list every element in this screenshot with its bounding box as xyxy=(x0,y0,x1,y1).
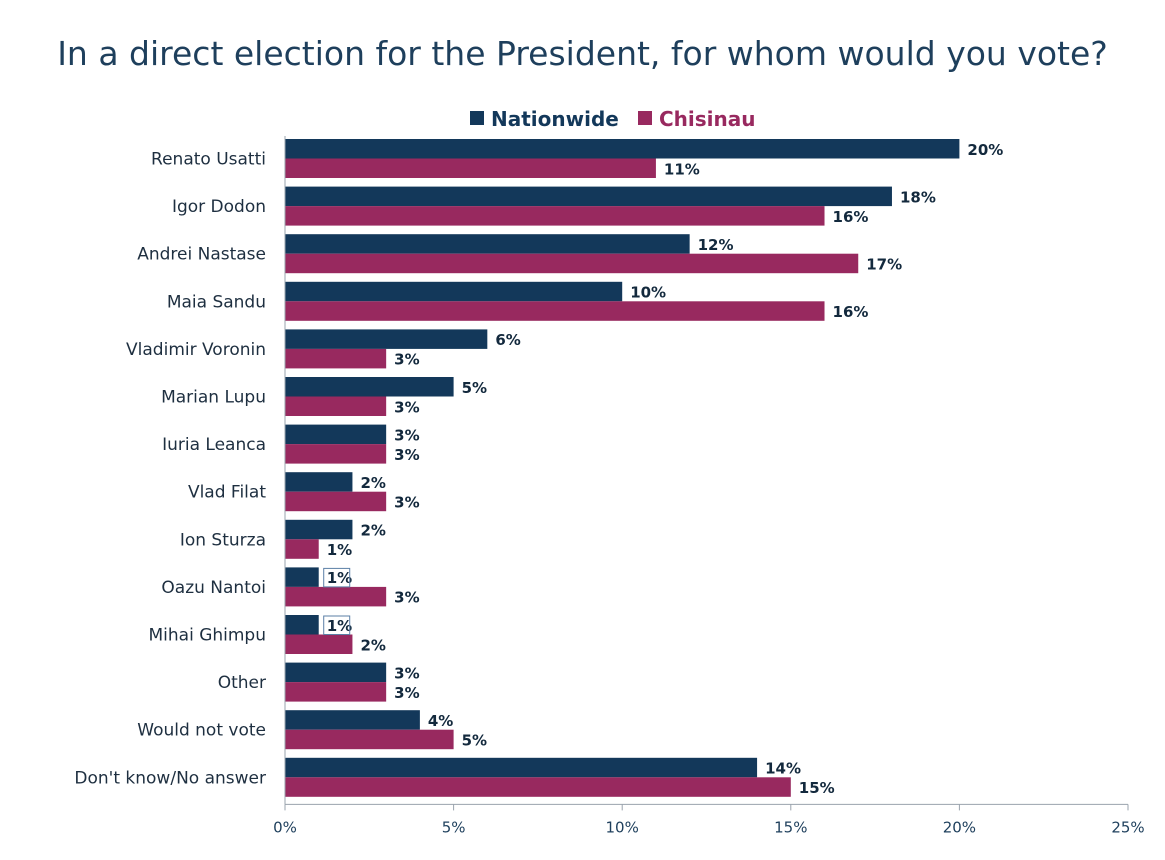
category-label: Vlad Filat xyxy=(188,483,266,503)
value-label: 3% xyxy=(394,589,419,607)
category-label: Don't know/No answer xyxy=(74,768,266,788)
value-label: 11% xyxy=(664,160,700,178)
bar-chisinau xyxy=(285,444,387,464)
axes-group: 0% 5% 10% 15% 20% 25% xyxy=(273,136,1145,836)
bar-nationwide xyxy=(285,472,353,492)
chart-title: In a direct election for the President, … xyxy=(57,34,1108,73)
value-label: 5% xyxy=(462,731,487,749)
bar-chisinau xyxy=(285,301,825,321)
value-label: 10% xyxy=(630,284,666,302)
value-label-box xyxy=(323,567,351,588)
value-label: 3% xyxy=(394,398,419,416)
category-label: Vladimir Voronin xyxy=(126,340,266,360)
bar-nationwide xyxy=(285,281,623,302)
category-label: Iuria Leanca xyxy=(162,435,266,455)
bar-chisinau xyxy=(285,348,387,369)
value-label: 2% xyxy=(360,474,385,492)
value-label: 1% xyxy=(327,617,352,635)
value-label: 16% xyxy=(833,303,869,321)
category-label: Igor Dodon xyxy=(172,197,266,217)
category-label: Mihai Ghimpu xyxy=(148,626,266,646)
value-label: 6% xyxy=(495,331,520,349)
bar-chisinau xyxy=(285,396,387,416)
bar-chisinau xyxy=(285,491,387,512)
category-label: Renato Usatti xyxy=(151,150,266,170)
x-tick-label: 20% xyxy=(943,818,976,836)
value-label: 3% xyxy=(394,664,419,682)
bar-nationwide xyxy=(285,329,488,349)
bar-nationwide xyxy=(285,186,892,207)
value-label: 3% xyxy=(394,684,419,702)
value-label: 18% xyxy=(900,188,936,206)
bar-chisinau xyxy=(285,539,319,559)
bar-nationwide xyxy=(285,377,454,397)
legend-swatch-nationwide xyxy=(470,111,484,125)
value-label: 3% xyxy=(394,351,419,369)
category-label: Other xyxy=(218,673,266,693)
value-label: 3% xyxy=(394,426,419,444)
value-label: 2% xyxy=(360,636,385,654)
value-label: 16% xyxy=(833,208,869,226)
bar-nationwide xyxy=(285,139,960,159)
value-label: 3% xyxy=(394,446,419,464)
value-label: 20% xyxy=(967,141,1003,159)
legend-label-nationwide: Nationwide xyxy=(491,107,619,131)
legend-swatch-chisinau xyxy=(638,111,652,125)
bar-nationwide xyxy=(285,662,387,683)
bar-nationwide xyxy=(285,567,319,587)
value-label: 17% xyxy=(866,255,902,273)
bar-nationwide xyxy=(285,234,690,254)
category-label: Andrei Nastase xyxy=(137,245,266,265)
value-label: 12% xyxy=(698,236,734,254)
category-label: Ion Sturza xyxy=(180,530,266,550)
value-label: 3% xyxy=(394,493,419,511)
bar-chisinau xyxy=(285,253,859,274)
bar-nationwide xyxy=(285,615,319,635)
bar-chisinau xyxy=(285,682,387,702)
legend-label-chisinau: Chisinau xyxy=(659,107,756,131)
value-label: 1% xyxy=(327,541,352,559)
value-label-box xyxy=(323,615,351,635)
x-tick-label: 0% xyxy=(273,818,297,836)
value-label: 2% xyxy=(360,522,385,540)
bar-chisinau xyxy=(285,729,454,750)
bar-chisinau xyxy=(285,206,825,226)
value-label: 14% xyxy=(765,760,801,778)
legend: Nationwide Chisinau xyxy=(470,107,756,131)
bar-chisinau xyxy=(285,634,353,654)
value-label: 5% xyxy=(462,379,487,397)
category-label: Oazu Nantoi xyxy=(161,578,266,598)
value-label: 15% xyxy=(799,779,835,797)
x-tick-label: 5% xyxy=(442,818,466,836)
x-tick-label: 10% xyxy=(606,818,639,836)
x-tick-label: 25% xyxy=(1111,818,1144,836)
bar-nationwide xyxy=(285,424,387,445)
value-label: 1% xyxy=(327,569,352,587)
x-tick-label: 15% xyxy=(774,818,807,836)
category-label: Would not vote xyxy=(137,721,266,741)
bar-nationwide xyxy=(285,519,353,540)
bar-chisinau xyxy=(285,777,791,797)
category-label: Marian Lupu xyxy=(161,388,266,408)
value-label: 4% xyxy=(428,712,453,730)
bar-nationwide xyxy=(285,757,758,778)
bar-nationwide xyxy=(285,710,420,730)
labels-group: Renato Usatti 20% 11% Igor Dodon 18% 16% Andre… xyxy=(74,141,1003,797)
bar-chisinau xyxy=(285,586,387,607)
bar-chisinau xyxy=(285,158,656,178)
category-label: Maia Sandu xyxy=(167,292,266,312)
bars-group xyxy=(285,139,960,797)
